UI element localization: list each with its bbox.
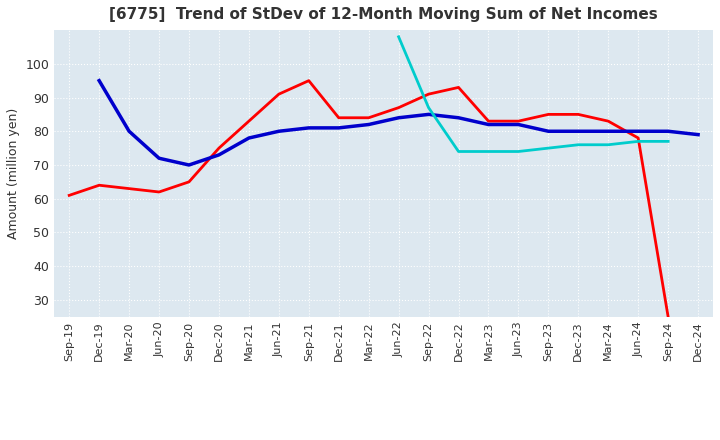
7 Years xyxy=(574,142,582,147)
3 Years xyxy=(274,92,283,97)
5 Years xyxy=(574,128,582,134)
5 Years xyxy=(274,128,283,134)
5 Years xyxy=(514,122,523,127)
7 Years xyxy=(484,149,492,154)
5 Years xyxy=(395,115,403,121)
7 Years xyxy=(664,139,672,144)
Y-axis label: Amount (million yen): Amount (million yen) xyxy=(7,108,20,239)
5 Years xyxy=(664,128,672,134)
5 Years xyxy=(544,128,553,134)
3 Years xyxy=(155,189,163,194)
3 Years xyxy=(664,314,672,319)
3 Years xyxy=(484,118,492,124)
7 Years xyxy=(424,105,433,110)
3 Years xyxy=(424,92,433,97)
7 Years xyxy=(634,139,642,144)
Line: 5 Years: 5 Years xyxy=(99,81,698,165)
5 Years xyxy=(184,162,193,168)
5 Years xyxy=(634,128,642,134)
3 Years xyxy=(215,146,223,151)
3 Years xyxy=(334,115,343,121)
7 Years xyxy=(514,149,523,154)
3 Years xyxy=(544,112,553,117)
5 Years xyxy=(364,122,373,127)
3 Years xyxy=(364,115,373,121)
3 Years xyxy=(395,105,403,110)
7 Years xyxy=(454,149,463,154)
Title: [6775]  Trend of StDev of 12-Month Moving Sum of Net Incomes: [6775] Trend of StDev of 12-Month Moving… xyxy=(109,7,658,22)
5 Years xyxy=(424,112,433,117)
5 Years xyxy=(604,128,613,134)
3 Years xyxy=(65,193,73,198)
5 Years xyxy=(125,128,133,134)
5 Years xyxy=(305,125,313,131)
7 Years xyxy=(395,34,403,40)
7 Years xyxy=(544,146,553,151)
3 Years xyxy=(574,112,582,117)
3 Years xyxy=(454,85,463,90)
3 Years xyxy=(184,179,193,184)
3 Years xyxy=(125,186,133,191)
5 Years xyxy=(95,78,104,83)
3 Years xyxy=(514,118,523,124)
5 Years xyxy=(334,125,343,131)
5 Years xyxy=(484,122,492,127)
5 Years xyxy=(694,132,703,137)
Line: 3 Years: 3 Years xyxy=(69,81,668,317)
Line: 7 Years: 7 Years xyxy=(399,37,668,151)
3 Years xyxy=(604,118,613,124)
3 Years xyxy=(305,78,313,83)
3 Years xyxy=(95,183,104,188)
5 Years xyxy=(155,156,163,161)
5 Years xyxy=(215,152,223,158)
3 Years xyxy=(245,118,253,124)
5 Years xyxy=(454,115,463,121)
5 Years xyxy=(245,136,253,141)
3 Years xyxy=(634,136,642,141)
7 Years xyxy=(604,142,613,147)
